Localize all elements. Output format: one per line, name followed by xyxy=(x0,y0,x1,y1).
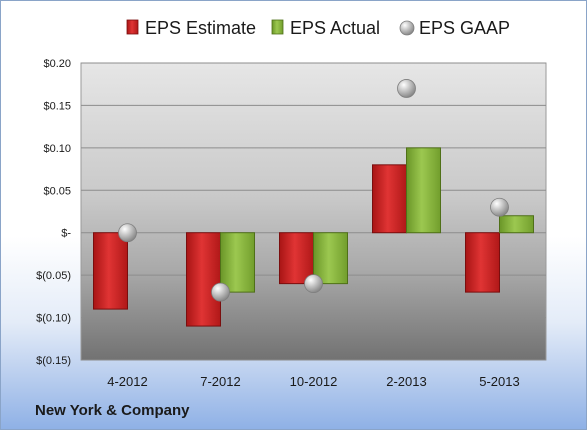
y-tick-label: $0.15 xyxy=(43,100,71,112)
legend-swatch-eps-estimate xyxy=(126,19,139,35)
legend-label-eps-actual: EPS Actual xyxy=(290,18,380,38)
legend-swatch-eps-gaap xyxy=(399,20,415,36)
marker-eps-gaap-5-2013 xyxy=(490,197,509,217)
company-name: New York & Company xyxy=(35,402,190,419)
plot-area xyxy=(80,62,547,361)
bar-eps-estimate-7-2012 xyxy=(186,232,221,327)
x-tick-label: 10-2012 xyxy=(290,374,338,389)
y-tick-label: $(0.10) xyxy=(36,313,71,325)
y-tick-label: $- xyxy=(61,228,71,240)
bar-eps-estimate-2-2013 xyxy=(372,164,407,234)
x-tick-label: 5-2013 xyxy=(479,374,519,389)
bar-eps-estimate-5-2013 xyxy=(465,232,500,293)
y-tick-label: $(0.15) xyxy=(36,355,71,367)
legend-label-eps-estimate: EPS Estimate xyxy=(145,18,256,38)
bar-eps-actual-7-2012 xyxy=(220,232,255,293)
bar-eps-estimate-4-2012 xyxy=(93,232,128,310)
bar-eps-actual-10-2012 xyxy=(313,232,348,285)
y-tick-label: $0.10 xyxy=(43,143,71,155)
y-tick-label: $0.05 xyxy=(43,185,71,197)
y-tick-label: $(0.05) xyxy=(36,270,71,282)
x-tick-label: 2-2013 xyxy=(386,374,426,389)
legend-swatch-eps-actual xyxy=(271,19,284,35)
bar-eps-actual-2-2013 xyxy=(406,147,441,234)
marker-eps-gaap-4-2012 xyxy=(118,223,137,243)
bar-eps-estimate-10-2012 xyxy=(279,232,314,285)
marker-eps-gaap-10-2012 xyxy=(304,274,323,294)
bar-eps-actual-5-2013 xyxy=(499,215,534,234)
x-tick-label: 4-2012 xyxy=(107,374,147,389)
marker-eps-gaap-2-2013 xyxy=(397,79,416,98)
y-tick-label: $0.20 xyxy=(43,58,71,70)
marker-eps-gaap-7-2012 xyxy=(211,282,230,302)
x-tick-label: 7-2012 xyxy=(200,374,240,389)
legend-label-eps-gaap: EPS GAAP xyxy=(419,18,510,38)
